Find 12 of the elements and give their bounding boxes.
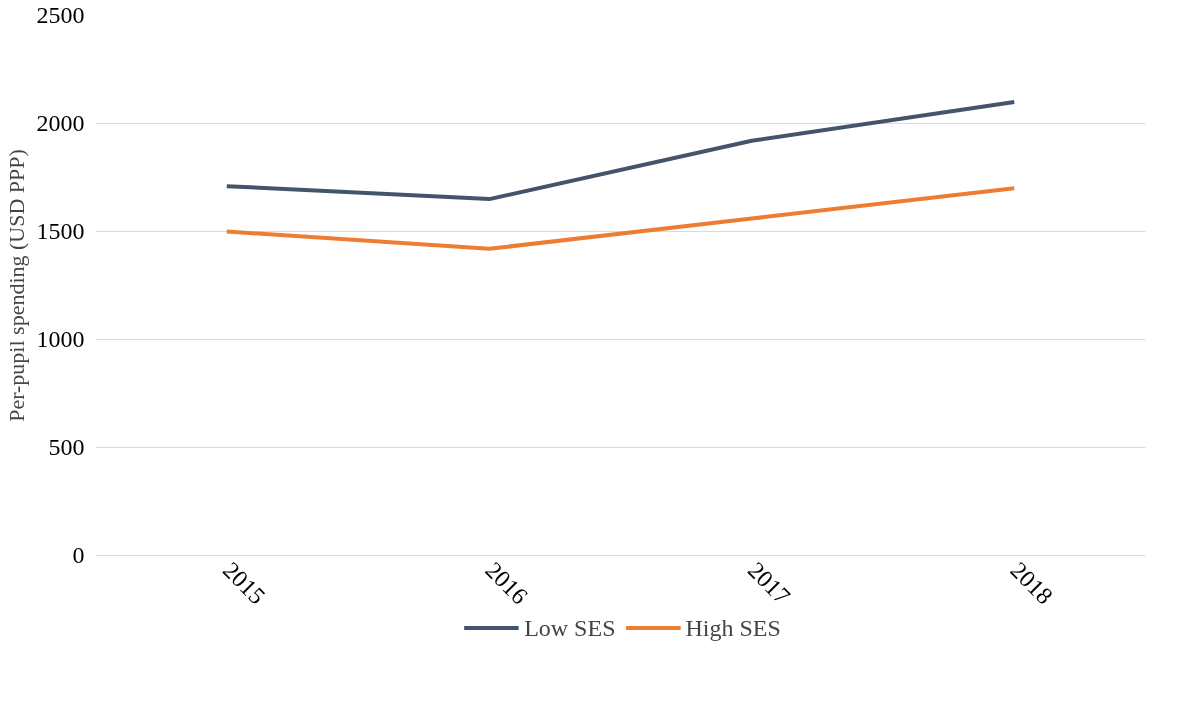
y-tick-label: 2500 — [36, 2, 85, 28]
legend-label: Low SES — [524, 614, 616, 641]
y-tick-label: 500 — [48, 434, 85, 460]
legend-label: High SES — [685, 614, 781, 641]
y-tick-label: 1000 — [36, 326, 85, 352]
y-axis-title: Per-pupil spending (USD PPP) — [3, 149, 29, 422]
x-tick-label: 2017 — [742, 556, 796, 610]
y-tick-label: 1500 — [36, 218, 85, 244]
line-series — [224, 99, 1017, 202]
y-tick-label: 0 — [72, 542, 85, 568]
y-tick-label: 2000 — [36, 110, 85, 136]
line-series — [224, 186, 1017, 251]
